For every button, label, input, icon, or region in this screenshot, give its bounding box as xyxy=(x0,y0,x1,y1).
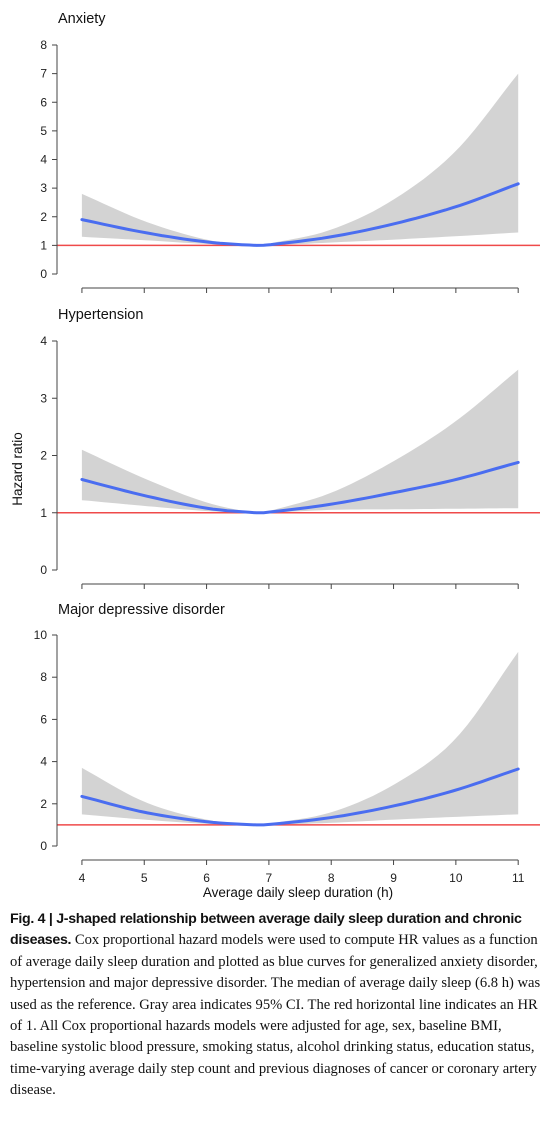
y-tick-label: 2 xyxy=(40,210,47,224)
y-tick-label: 8 xyxy=(40,670,47,684)
panel-title: Hypertension xyxy=(58,307,143,323)
y-tick-label: 4 xyxy=(40,334,47,348)
y-tick-label: 3 xyxy=(40,391,47,405)
x-tick-label: 4 xyxy=(79,871,86,885)
y-tick-label: 0 xyxy=(40,839,47,853)
y-tick-label: 4 xyxy=(40,153,47,167)
hazard-ratio-curve xyxy=(80,182,520,247)
y-tick-label: 0 xyxy=(40,267,47,281)
y-tick-label: 5 xyxy=(40,124,47,138)
y-tick-label: 7 xyxy=(40,67,47,81)
panel-title: Major depressive disorder xyxy=(58,602,225,618)
x-tick-label: 8 xyxy=(328,871,335,885)
y-tick-label: 3 xyxy=(40,181,47,195)
ci-band xyxy=(81,651,519,825)
x-tick-label: 5 xyxy=(141,871,148,885)
x-tick-label: 9 xyxy=(390,871,397,885)
figure-caption: Fig. 4 | J-shaped relationship between a… xyxy=(10,909,548,1102)
y-tick-label: 1 xyxy=(40,506,47,520)
ci-band xyxy=(81,369,519,513)
y-tick-label: 2 xyxy=(40,797,47,811)
x-tick-label: 7 xyxy=(266,871,273,885)
y-tick-label: 8 xyxy=(40,38,47,52)
y-tick-label: 0 xyxy=(40,563,47,577)
hazard-ratio-curve xyxy=(80,767,520,827)
y-tick-label: 6 xyxy=(40,712,47,726)
caption-text: Cox proportional hazard models were used… xyxy=(10,932,541,1099)
shared-y-axis-label: Hazard ratio xyxy=(10,432,25,506)
caption-label: Fig. 4 | J-shaped relationship between a… xyxy=(10,911,522,949)
x-axis-label: Average daily sleep duration (h) xyxy=(203,885,393,900)
panel-title: Anxiety xyxy=(58,11,106,27)
y-tick-label: 1 xyxy=(40,238,47,252)
y-tick-label: 4 xyxy=(40,755,47,769)
y-tick-label: 6 xyxy=(40,95,47,109)
y-tick-label: 10 xyxy=(34,628,48,642)
figure-chart: Hazard ratio Average daily sleep duratio… xyxy=(10,11,540,900)
hazard-ratio-curve xyxy=(80,460,520,515)
y-tick-label: 2 xyxy=(40,449,47,463)
ci-band xyxy=(81,73,519,246)
x-tick-label: 10 xyxy=(449,871,463,885)
x-tick-label: 11 xyxy=(512,871,525,885)
x-tick-label: 6 xyxy=(203,871,210,885)
